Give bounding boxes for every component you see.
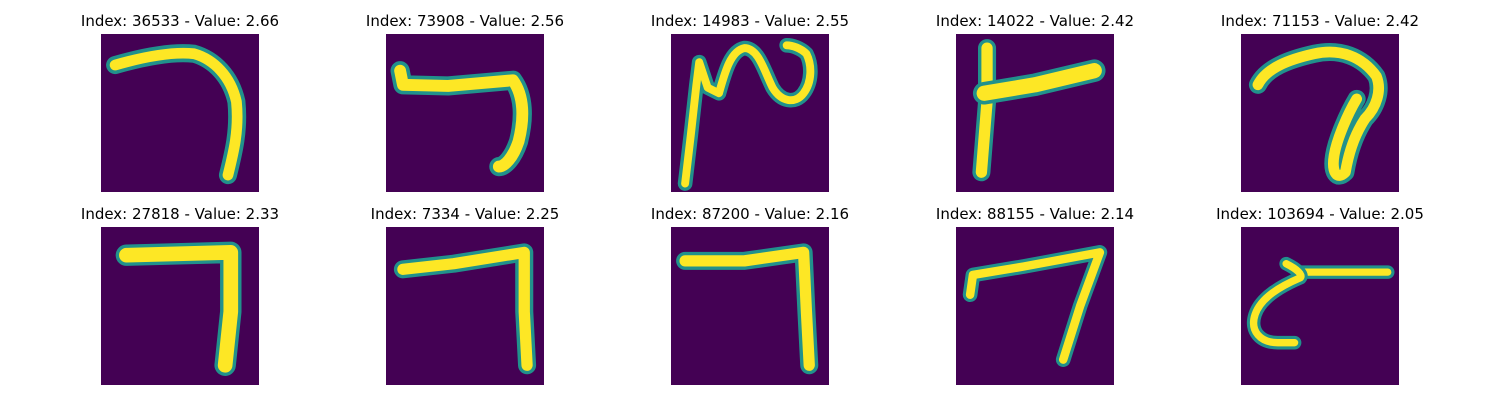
panel-title: Index: 87200 - Value: 2.16 bbox=[650, 205, 850, 223]
panel-title: Index: 103694 - Value: 2.05 bbox=[1216, 205, 1424, 223]
squiggle-stroke-icon bbox=[671, 34, 829, 192]
panel-title: Index: 27818 - Value: 2.33 bbox=[80, 205, 280, 223]
panel-title: Index: 88155 - Value: 2.14 bbox=[935, 205, 1135, 223]
t-shape-stroke-icon bbox=[956, 34, 1114, 192]
panel-title: Index: 14022 - Value: 2.42 bbox=[935, 12, 1135, 30]
c-shape-stroke-icon bbox=[1241, 227, 1399, 385]
digit-7-loop-icon bbox=[1241, 34, 1399, 192]
digit-7-hook-icon bbox=[101, 34, 259, 192]
digit-7-hook-icon bbox=[386, 34, 544, 192]
panel-title: Index: 14983 - Value: 2.55 bbox=[650, 12, 850, 30]
digit-7-icon bbox=[386, 227, 544, 385]
panel-title: Index: 73908 - Value: 2.56 bbox=[365, 12, 565, 30]
digit-7-icon bbox=[671, 227, 829, 385]
digit-7-icon bbox=[101, 227, 259, 385]
panel-title: Index: 71153 - Value: 2.42 bbox=[1220, 12, 1420, 30]
panel-title: Index: 36533 - Value: 2.66 bbox=[80, 12, 280, 30]
digit-7-icon bbox=[956, 227, 1114, 385]
panel-title: Index: 7334 - Value: 2.25 bbox=[370, 205, 560, 223]
